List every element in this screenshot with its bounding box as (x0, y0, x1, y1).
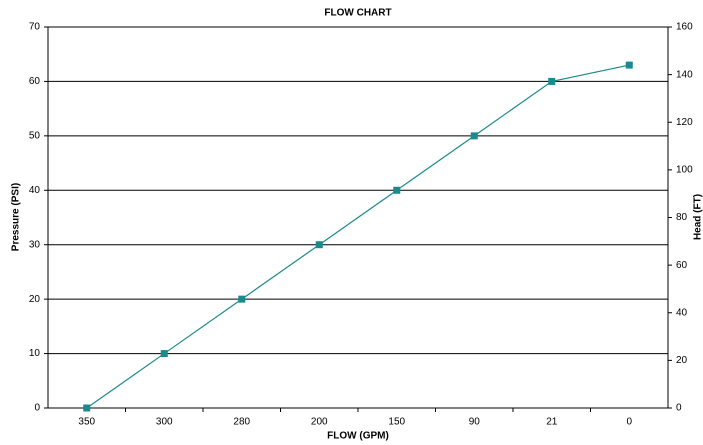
y-tick-label: 60 (29, 76, 41, 87)
chart-title: FLOW CHART (324, 8, 391, 19)
y2-axis-label: Head (FT) (693, 194, 703, 240)
point (160, 350, 168, 358)
y-tick-label: 30 (29, 239, 41, 250)
y-tick-label: 10 (29, 348, 41, 359)
y-tick-label: 0 (34, 403, 40, 414)
x-axis-label: FLOW (GPM) (327, 431, 389, 442)
point (393, 186, 401, 194)
point (83, 404, 91, 412)
y2-tick-label: 80 (676, 212, 688, 223)
x-tick-label: 0 (626, 417, 632, 428)
y-tick-label: 50 (29, 130, 41, 141)
y2-tick-label: 140 (676, 69, 693, 80)
y-tick-label: 40 (29, 185, 41, 196)
point (470, 132, 478, 140)
series-line (86, 64, 630, 409)
y2-tick-label: 100 (676, 165, 693, 176)
y2-tick-label: 120 (676, 117, 693, 128)
point (548, 77, 556, 85)
x-tick-label: 350 (78, 417, 95, 428)
x-tick-label: 300 (156, 417, 173, 428)
y-axis-label: Pressure (PSI) (11, 183, 22, 251)
y2-tick-label: 0 (676, 403, 682, 414)
y2-tick-label: 20 (676, 355, 688, 366)
y2-tick-label: 160 (676, 22, 693, 33)
x-tick-label: 90 (469, 417, 481, 428)
x-tick-label: 150 (388, 417, 405, 428)
y-tick-label: 70 (29, 22, 41, 33)
y2-tick-label: 60 (676, 260, 688, 271)
x-tick-label: 280 (233, 417, 250, 428)
point (625, 61, 633, 69)
x-tick-label: 21 (546, 417, 558, 428)
y-tick-label: 20 (29, 294, 41, 305)
x-tick-label: 200 (311, 417, 328, 428)
point (238, 295, 246, 303)
y2-tick-label: 40 (676, 307, 688, 318)
point (315, 241, 323, 249)
